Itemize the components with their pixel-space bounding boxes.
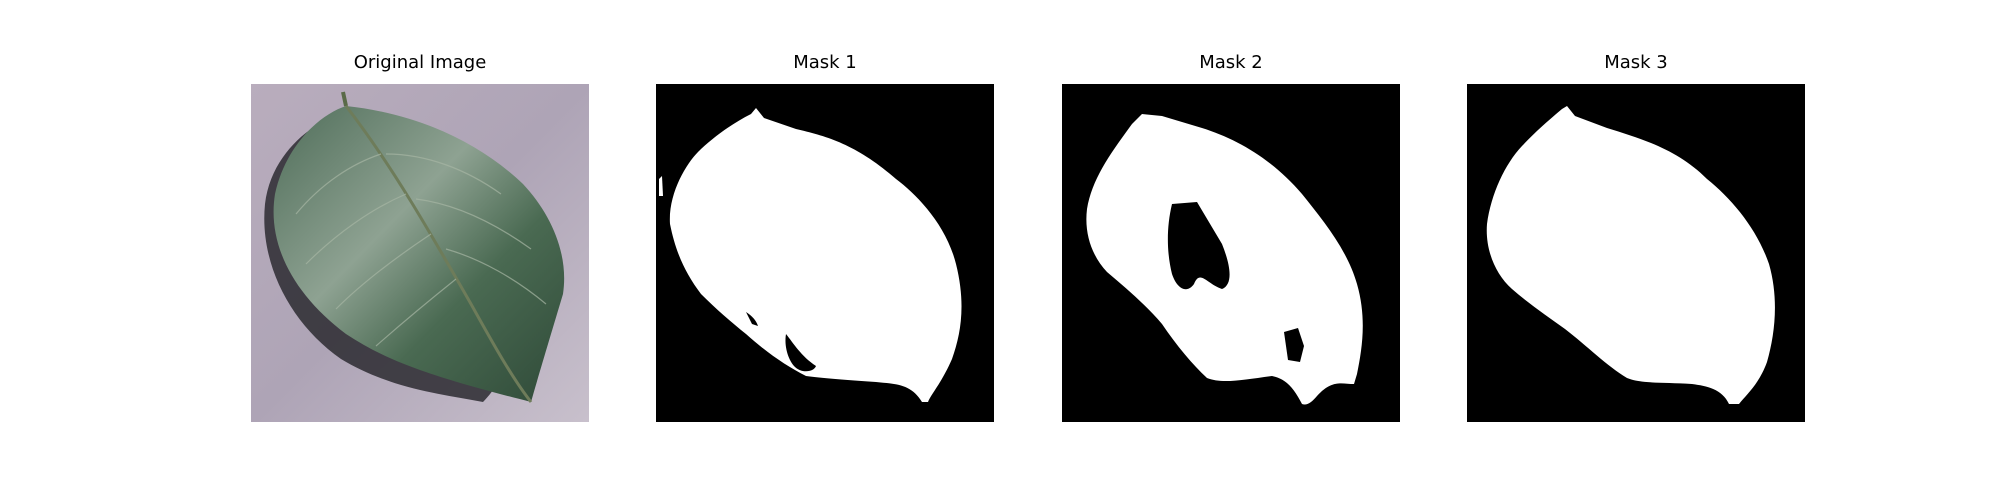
mask-fragment [659,176,663,196]
panel-title: Mask 1 [793,52,857,73]
mask-3-image [1467,84,1805,422]
leaf-midrib [344,105,533,403]
mask-hole [1167,202,1230,290]
leaf-blade [273,106,565,402]
mask-hole [746,312,758,326]
leaf-stem [341,91,348,107]
mask-hole [1284,328,1304,362]
leaf-photo [251,84,589,422]
mask-2-panel: Mask 2 [1062,52,1400,422]
mask-3-panel: Mask 3 [1467,52,1805,422]
original-image-panel: Original Image [251,52,589,422]
panel-title: Mask 3 [1604,52,1668,73]
panel-title: Original Image [353,52,487,73]
panel-title: Mask 2 [1199,52,1263,73]
mask-hole [785,334,816,372]
mask-foreground [1486,106,1775,404]
mask-foreground [669,108,962,402]
leaf-veins [295,153,547,347]
mask-1-image [656,84,994,422]
mask-1-panel: Mask 1 [656,52,994,422]
mask-2-image [1062,84,1400,422]
